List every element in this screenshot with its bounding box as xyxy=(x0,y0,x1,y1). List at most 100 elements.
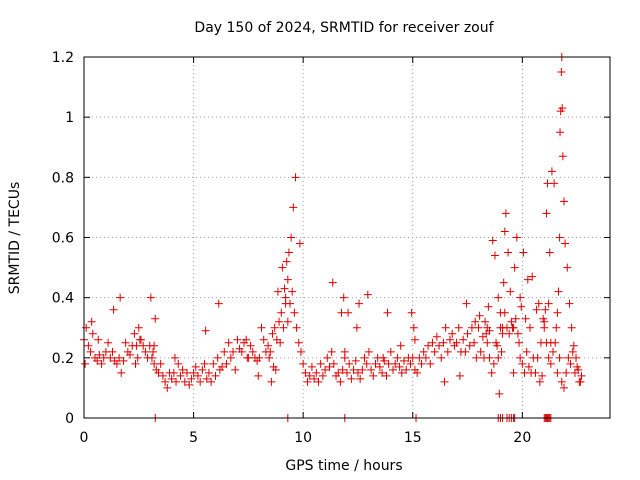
data-point xyxy=(347,374,356,383)
data-point xyxy=(321,365,330,374)
data-point xyxy=(396,341,405,350)
data-point xyxy=(391,359,400,368)
data-point xyxy=(378,368,387,377)
data-point xyxy=(506,287,515,296)
data-point xyxy=(294,338,303,347)
data-point xyxy=(209,359,218,368)
data-point xyxy=(198,365,207,374)
data-point xyxy=(553,308,562,317)
data-point xyxy=(426,359,435,368)
data-point xyxy=(130,329,139,338)
data-point xyxy=(512,233,521,242)
data-point xyxy=(87,317,96,326)
data-point xyxy=(542,209,551,218)
data-point xyxy=(279,323,288,332)
data-point xyxy=(485,326,494,335)
data-point xyxy=(428,338,437,347)
data-point xyxy=(393,353,402,362)
data-point xyxy=(559,383,568,392)
data-point xyxy=(544,353,553,362)
data-point xyxy=(563,263,572,272)
data-point xyxy=(565,299,574,308)
data-point xyxy=(336,377,345,386)
data-point xyxy=(134,323,143,332)
data-point xyxy=(287,233,296,242)
data-point xyxy=(554,287,563,296)
data-point xyxy=(494,293,503,302)
data-point xyxy=(413,368,422,377)
data-point xyxy=(109,305,118,314)
data-point xyxy=(264,341,273,350)
y-tick-label: 0.4 xyxy=(52,291,74,307)
data-point xyxy=(291,173,300,182)
data-point xyxy=(325,362,334,371)
data-point xyxy=(196,377,205,386)
data-point xyxy=(305,371,314,380)
data-point xyxy=(534,299,543,308)
data-point xyxy=(259,335,268,344)
data-point xyxy=(490,251,499,260)
data-point xyxy=(229,347,238,356)
data-point xyxy=(421,353,430,362)
data-point xyxy=(546,338,555,347)
data-point xyxy=(532,305,541,314)
data-point xyxy=(459,335,468,344)
data-point xyxy=(364,347,373,356)
data-point xyxy=(204,368,213,377)
data-point xyxy=(271,365,280,374)
data-point xyxy=(574,365,583,374)
data-point xyxy=(116,293,125,302)
data-point xyxy=(528,272,537,281)
data-point xyxy=(207,377,216,386)
data-point xyxy=(550,179,559,188)
data-point xyxy=(488,236,497,245)
data-point xyxy=(178,365,187,374)
data-point xyxy=(533,353,542,362)
data-point xyxy=(200,359,209,368)
data-point xyxy=(254,371,263,380)
data-point xyxy=(201,326,210,335)
data-point xyxy=(112,359,121,368)
data-point xyxy=(312,368,321,377)
data-point xyxy=(273,287,282,296)
data-point xyxy=(435,341,444,350)
data-point xyxy=(446,335,455,344)
data-point xyxy=(513,329,522,338)
data-point xyxy=(386,347,395,356)
data-point xyxy=(516,293,525,302)
data-point xyxy=(463,329,472,338)
data-point xyxy=(461,347,470,356)
data-point xyxy=(147,353,156,362)
data-point xyxy=(452,338,461,347)
data-point xyxy=(500,227,509,236)
data-point xyxy=(454,323,463,332)
data-point xyxy=(557,68,566,77)
data-point xyxy=(301,368,310,377)
data-point xyxy=(432,332,441,341)
data-point xyxy=(84,341,93,350)
data-point xyxy=(104,338,113,347)
data-point xyxy=(564,353,573,362)
y-tick-label: 1 xyxy=(65,110,74,126)
data-point xyxy=(515,338,524,347)
data-point xyxy=(267,377,276,386)
data-point xyxy=(549,347,558,356)
data-point xyxy=(561,239,570,248)
data-point xyxy=(362,359,371,368)
data-point xyxy=(115,353,124,362)
data-point xyxy=(572,353,581,362)
data-point xyxy=(328,278,337,287)
data-point xyxy=(559,197,568,206)
data-point xyxy=(135,335,144,344)
data-point xyxy=(246,341,255,350)
data-point xyxy=(174,359,183,368)
data-point xyxy=(419,347,428,356)
data-point xyxy=(437,353,446,362)
data-point xyxy=(569,341,578,350)
data-point xyxy=(226,353,235,362)
data-point xyxy=(270,323,279,332)
data-point xyxy=(163,383,172,392)
data-point xyxy=(397,368,406,377)
data-point xyxy=(126,350,135,359)
